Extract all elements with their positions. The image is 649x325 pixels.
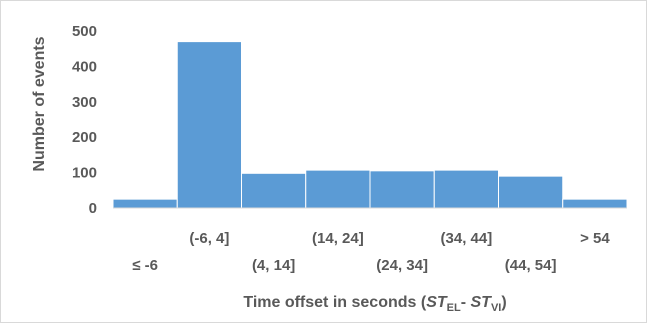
bars [112,41,628,209]
x-axis-title-sub2: VI [491,302,501,314]
bar [369,170,435,209]
y-tick-label: 500 [72,23,97,40]
x-tick-label: > 54 [580,230,610,247]
x-tick-label: (4, 14] [252,257,295,274]
x-tick-label: (-6, 4] [189,230,229,247]
bar [112,198,178,209]
x-tick-label: (34, 44] [441,230,493,247]
y-tick-label: 200 [72,129,97,146]
y-tick-label: 100 [72,165,97,182]
bar [241,172,307,209]
x-axis-title-suffix: ) [501,294,506,311]
x-axis-ticks: ≤ -6 (-6, 4] (4, 14] (14, 24] (24, 34] (34, 4… [132,230,610,274]
y-tick-label: 300 [72,94,97,111]
x-axis-title-sub1: EL [447,302,461,314]
x-axis-title: Time offset in seconds (STEL- STVI) [243,294,506,314]
y-axis-title: Number of events [31,36,48,171]
x-axis-title-st1: ST [426,294,448,311]
x-axis-title-dash: - [461,294,471,311]
bar [562,198,628,209]
x-axis-title-prefix: Time offset in seconds ( [243,294,427,311]
bar [305,169,371,209]
bar [498,175,564,209]
y-tick-label: 0 [89,200,97,217]
y-axis-ticks: 0 100 200 300 400 500 [72,23,97,217]
x-tick-label: (44, 54] [505,257,557,274]
bar [433,169,499,209]
x-axis-title-st2: ST [470,294,492,311]
y-tick-label: 400 [72,58,97,75]
x-tick-label: (14, 24] [312,230,364,247]
x-tick-label: (24, 34] [376,257,428,274]
bar [176,41,242,209]
x-tick-label: ≤ -6 [132,257,158,274]
